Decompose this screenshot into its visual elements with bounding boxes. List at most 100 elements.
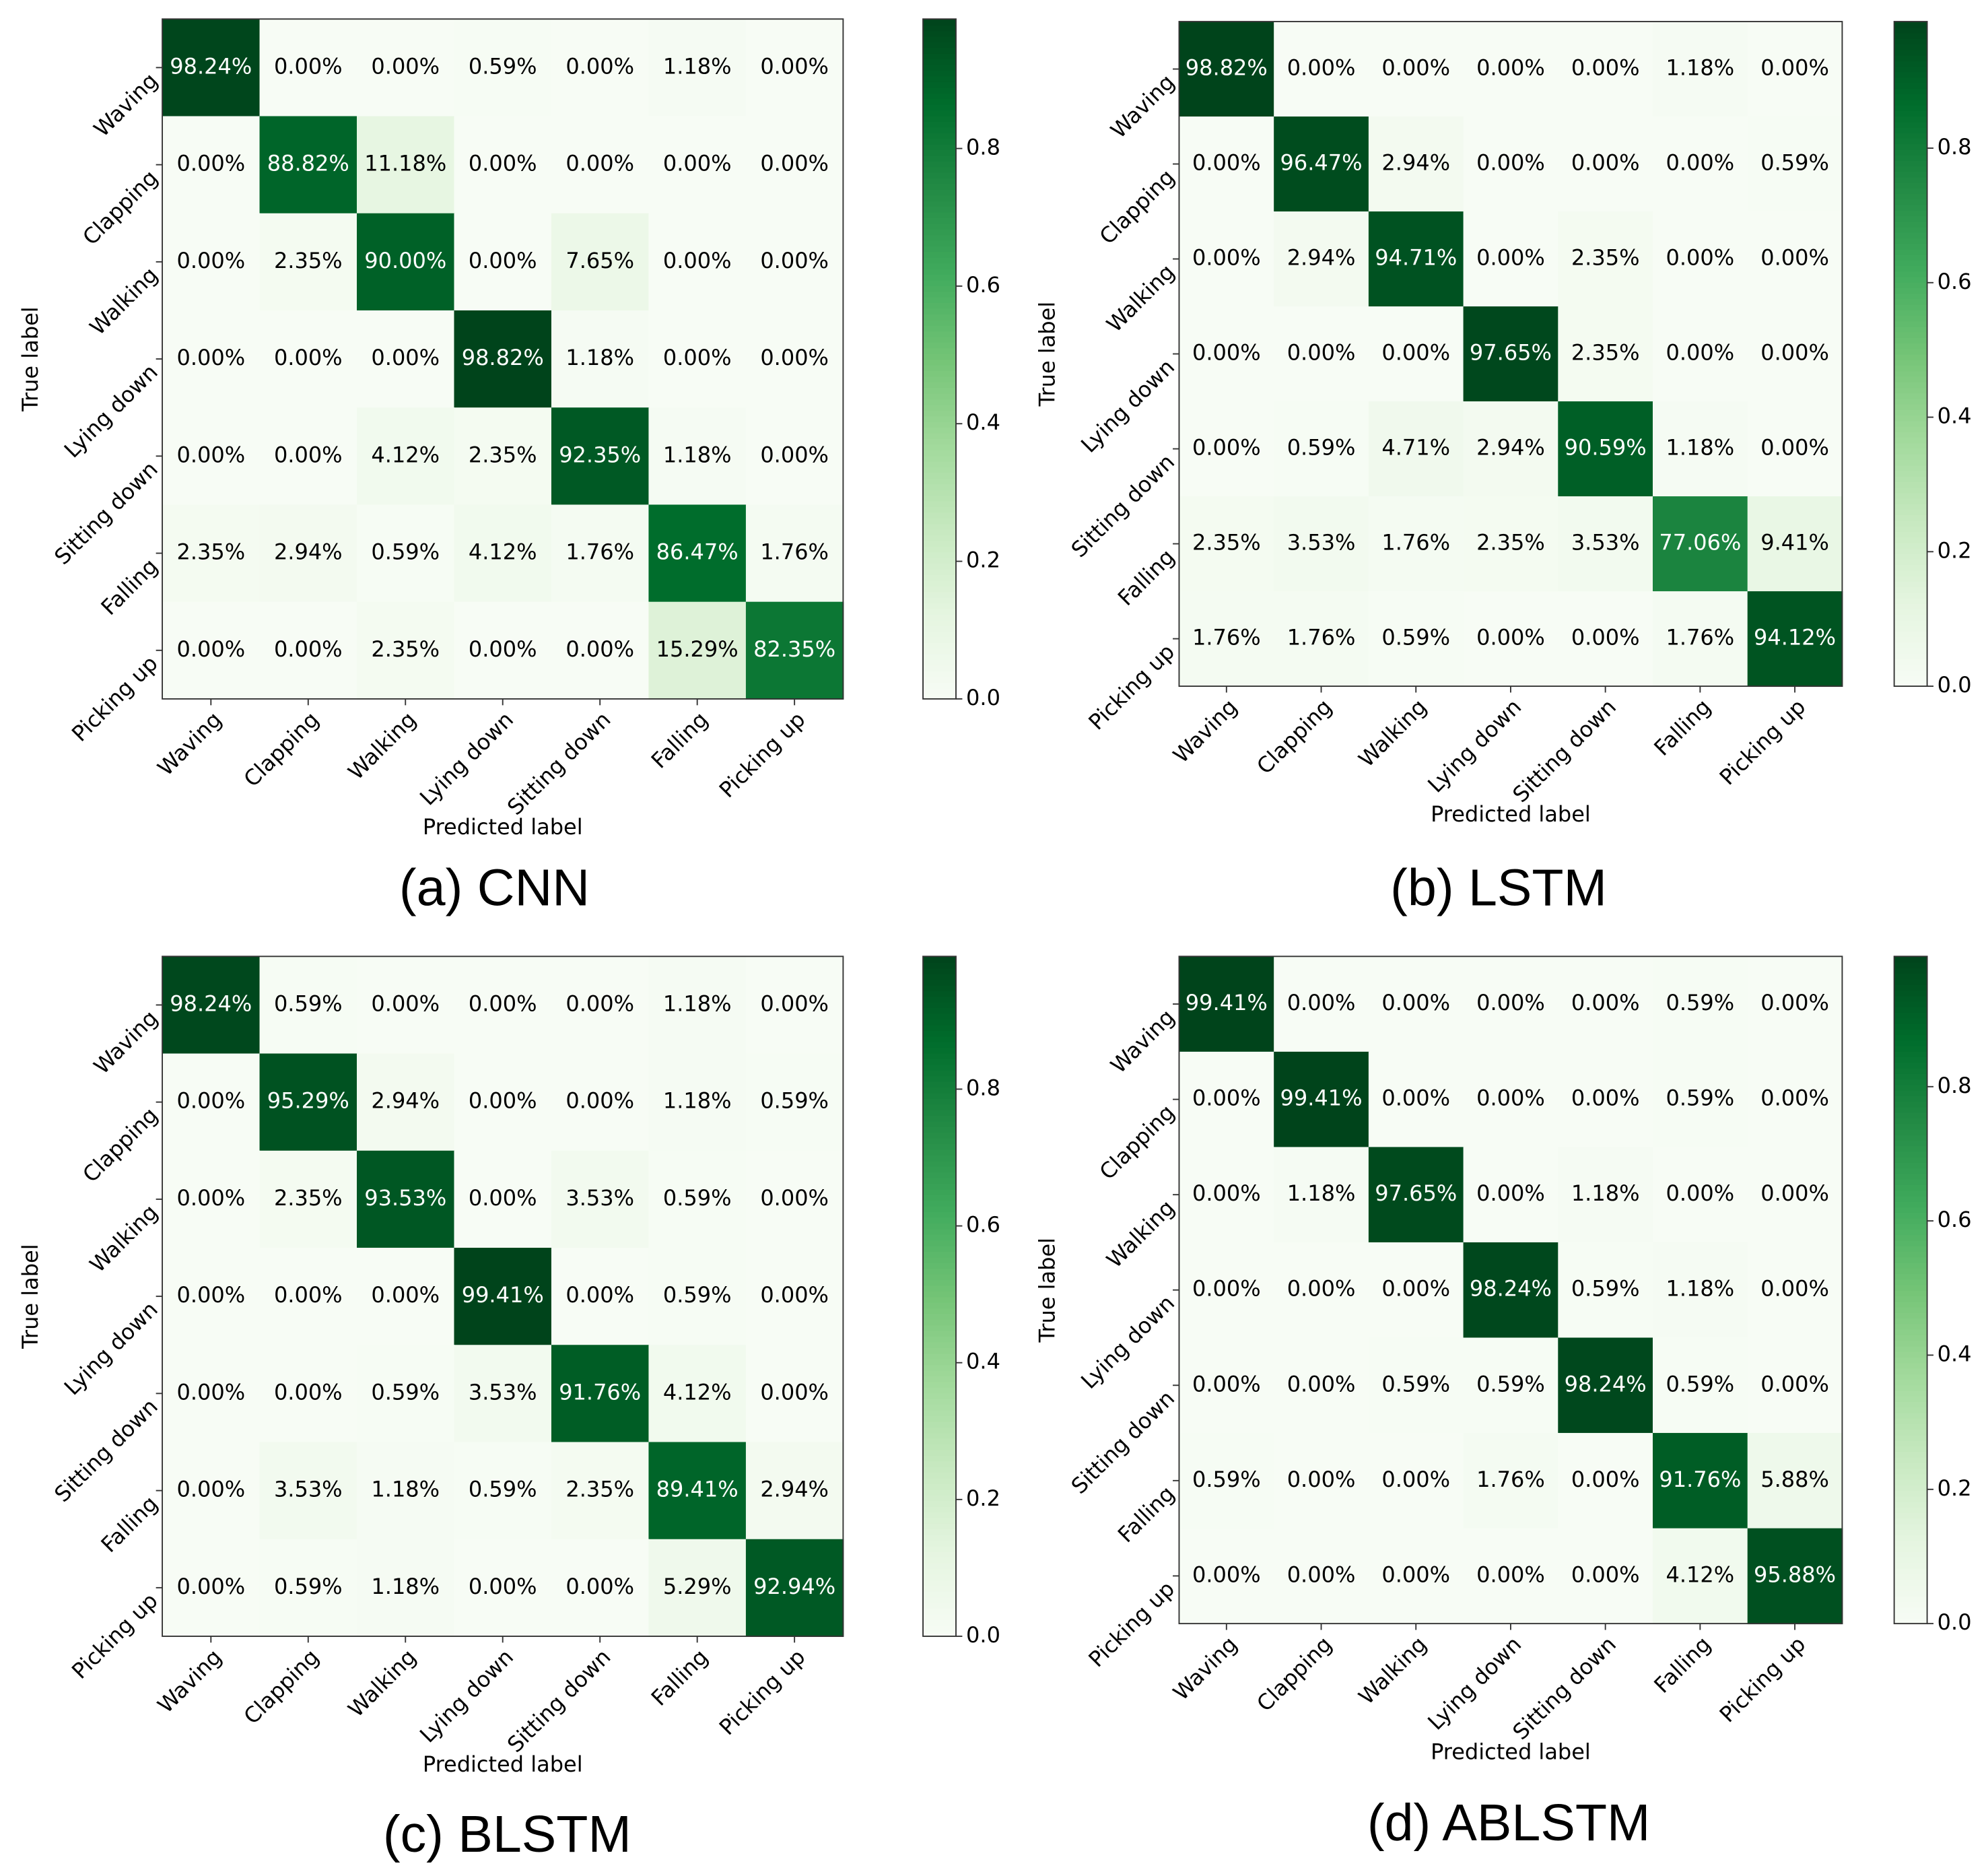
colorbar-segment — [1894, 293, 1927, 300]
cell — [1179, 1051, 1275, 1148]
cell — [1653, 401, 1748, 498]
colorbar-segment — [1894, 459, 1927, 466]
cell-label: 5.29% — [663, 1574, 732, 1599]
cell-label: 0.00% — [565, 1282, 634, 1308]
cell — [259, 1539, 357, 1637]
colorbar-segment — [1894, 1295, 1927, 1302]
colorbar-segment — [923, 404, 957, 411]
colorbar-segment — [923, 245, 957, 253]
colorbar-segment — [923, 1529, 957, 1535]
cell-label: 1.76% — [1287, 625, 1356, 650]
y-tick-label: Clapping — [77, 1102, 163, 1188]
colorbar-segment — [1894, 1223, 1927, 1230]
cell-label: 9.41% — [1760, 530, 1829, 556]
colorbar-segment — [923, 47, 957, 54]
colorbar-segment — [1894, 359, 1927, 366]
cell-label: 0.59% — [663, 1185, 732, 1211]
colorbar-segment — [923, 693, 957, 700]
colorbar-segment — [1894, 32, 1927, 39]
colorbar-segment — [923, 268, 957, 275]
colorbar-segment — [923, 568, 957, 575]
cell — [1558, 1147, 1653, 1243]
cell — [745, 601, 844, 700]
cell — [648, 310, 747, 409]
cell — [1747, 401, 1843, 498]
cell — [259, 1345, 357, 1443]
cell-label: 0.00% — [176, 1477, 245, 1502]
cell — [357, 956, 455, 1054]
cell — [162, 601, 261, 700]
panel-title: (a) CNN — [399, 859, 590, 917]
colorbar-segment — [1894, 65, 1927, 73]
cell — [1274, 401, 1369, 498]
colorbar-segment — [1894, 1279, 1927, 1285]
cell-label: 0.00% — [469, 1185, 537, 1211]
colorbar-segment — [923, 996, 957, 1003]
colorbar-segment — [1894, 1050, 1927, 1058]
cell — [259, 504, 357, 603]
colorbar-segment — [923, 1143, 957, 1150]
cell — [1653, 211, 1748, 307]
cell-label: 0.59% — [1571, 1276, 1640, 1302]
colorbar-segment — [923, 1166, 957, 1173]
cell-label: 95.88% — [1754, 1562, 1836, 1587]
cell-label: 0.00% — [1287, 55, 1356, 81]
colorbar-segment — [923, 1630, 957, 1638]
colorbar-segment — [1894, 431, 1927, 438]
x-tick-label: Sitting down — [502, 1644, 615, 1758]
colorbar-segment — [1894, 1139, 1927, 1147]
colorbar-segment — [923, 1545, 957, 1552]
colorbar-segment — [1894, 93, 1927, 100]
cell — [259, 1248, 357, 1346]
y-tick-label: Clapping — [1095, 1100, 1180, 1185]
colorbar-segment — [1894, 1056, 1927, 1063]
cell-label: 0.59% — [469, 1477, 537, 1502]
colorbar-segment — [1894, 1168, 1927, 1174]
y-tick-label: Walking — [85, 1199, 163, 1277]
colorbar-segment — [923, 115, 957, 122]
colorbar-segment — [923, 1466, 957, 1473]
colorbar-segment — [1894, 370, 1927, 377]
cell — [454, 956, 552, 1054]
colorbar-segment — [923, 183, 957, 190]
colorbar-tick-label: 0.8 — [1938, 1073, 1972, 1098]
cell — [551, 504, 650, 603]
cell-label: 0.59% — [1192, 1467, 1261, 1492]
colorbar-segment — [1894, 558, 1927, 566]
colorbar-segment — [1894, 1340, 1927, 1347]
colorbar-segment — [923, 104, 957, 111]
colorbar-segment — [1894, 321, 1927, 327]
colorbar-segment — [1894, 1345, 1927, 1352]
cell — [1179, 496, 1275, 593]
cell — [1653, 496, 1748, 593]
cell — [1274, 1337, 1369, 1434]
cell-label: 0.00% — [274, 636, 343, 662]
colorbar-segment — [1894, 1445, 1927, 1452]
cell-label: 0.00% — [1287, 1276, 1356, 1302]
colorbar-segment — [1894, 137, 1927, 145]
colorbar-segment — [923, 585, 957, 593]
cell-label: 1.76% — [1192, 625, 1261, 650]
x-tick-label: Clapping — [1252, 694, 1337, 780]
colorbar-segment — [1894, 182, 1927, 189]
colorbar-segment — [923, 427, 957, 434]
colorbar-segment — [923, 1149, 957, 1155]
cell — [162, 1442, 261, 1540]
colorbar-segment — [923, 1052, 957, 1059]
colorbar-segment — [923, 393, 957, 400]
colorbar-segment — [923, 449, 957, 457]
cell-label: 2.94% — [760, 1477, 829, 1502]
cell — [1463, 591, 1559, 688]
colorbar-segment — [1894, 1145, 1927, 1152]
colorbar-segment — [923, 1200, 957, 1207]
cell — [454, 1150, 552, 1248]
colorbar-segment — [1894, 1206, 1927, 1213]
colorbar-segment — [1894, 1384, 1927, 1391]
colorbar-segment — [923, 1024, 957, 1031]
cell — [745, 116, 844, 214]
x-tick-label: Falling — [1649, 694, 1715, 761]
colorbar-segment — [1894, 1156, 1927, 1163]
colorbar-segment — [1894, 1201, 1927, 1208]
cell — [745, 956, 844, 1054]
cell — [551, 310, 650, 409]
